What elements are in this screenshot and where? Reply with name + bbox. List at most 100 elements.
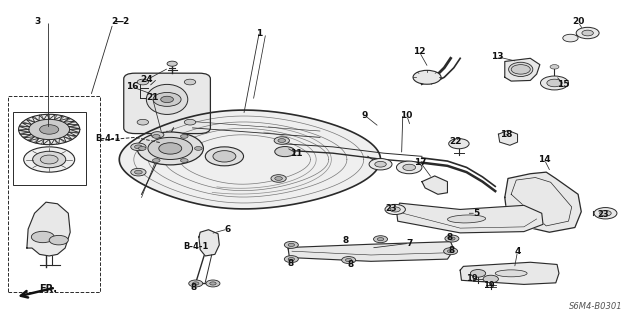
Circle shape	[396, 161, 422, 174]
Circle shape	[189, 280, 203, 287]
Circle shape	[375, 161, 387, 167]
Circle shape	[180, 159, 188, 162]
Circle shape	[206, 280, 220, 287]
Text: 8: 8	[348, 260, 354, 269]
Circle shape	[342, 256, 356, 263]
Text: 18: 18	[500, 130, 513, 139]
Circle shape	[33, 151, 66, 168]
Text: 3: 3	[34, 18, 40, 26]
Circle shape	[138, 146, 146, 150]
Text: 8: 8	[287, 259, 294, 268]
Circle shape	[444, 248, 458, 255]
Text: 16: 16	[126, 82, 138, 91]
Polygon shape	[119, 110, 381, 209]
Circle shape	[390, 207, 400, 212]
Text: B-4-1: B-4-1	[96, 134, 121, 144]
Text: 11: 11	[290, 149, 303, 158]
Circle shape	[403, 164, 415, 171]
Circle shape	[184, 79, 196, 85]
Circle shape	[161, 96, 173, 103]
Circle shape	[210, 282, 216, 285]
Circle shape	[278, 139, 285, 142]
Circle shape	[31, 231, 54, 243]
Circle shape	[152, 135, 160, 138]
Text: 5: 5	[473, 209, 479, 218]
Circle shape	[40, 155, 58, 164]
Text: 13: 13	[491, 52, 504, 61]
Text: 19: 19	[466, 274, 477, 283]
Text: 7: 7	[406, 239, 412, 248]
Circle shape	[205, 147, 244, 166]
Circle shape	[152, 159, 160, 162]
Text: 6: 6	[225, 225, 231, 234]
Text: 8: 8	[446, 233, 452, 242]
Text: 8: 8	[342, 236, 349, 245]
Text: 19: 19	[483, 281, 495, 291]
Circle shape	[131, 168, 146, 176]
Circle shape	[540, 76, 568, 90]
Circle shape	[445, 235, 459, 242]
Circle shape	[550, 65, 559, 69]
Text: 12: 12	[413, 48, 426, 56]
Circle shape	[151, 132, 164, 138]
Ellipse shape	[495, 270, 527, 277]
Circle shape	[148, 137, 193, 160]
Text: 9: 9	[362, 111, 368, 120]
Circle shape	[275, 146, 295, 157]
Circle shape	[600, 211, 611, 216]
Circle shape	[449, 139, 469, 149]
Text: 8: 8	[448, 246, 454, 255]
Circle shape	[582, 30, 593, 36]
Circle shape	[24, 147, 75, 172]
Circle shape	[213, 151, 236, 162]
FancyBboxPatch shape	[124, 73, 211, 134]
Circle shape	[275, 177, 282, 180]
Circle shape	[137, 119, 148, 125]
Text: 23: 23	[385, 204, 397, 213]
Circle shape	[470, 270, 486, 277]
Circle shape	[167, 61, 177, 66]
Circle shape	[195, 146, 202, 150]
Text: 1: 1	[257, 28, 262, 38]
Circle shape	[284, 256, 298, 263]
Polygon shape	[505, 58, 540, 81]
Text: 17: 17	[414, 158, 427, 167]
Circle shape	[346, 258, 352, 262]
Text: 2: 2	[112, 18, 118, 26]
Circle shape	[137, 79, 148, 85]
Circle shape	[447, 250, 454, 253]
Circle shape	[449, 237, 455, 240]
Text: 22: 22	[449, 137, 462, 146]
Circle shape	[271, 175, 286, 182]
Text: S6M4-B0301: S6M4-B0301	[569, 302, 623, 311]
Text: 21: 21	[146, 93, 159, 102]
Circle shape	[40, 125, 59, 134]
Circle shape	[131, 143, 146, 151]
Text: 24: 24	[140, 75, 153, 84]
Circle shape	[511, 65, 531, 74]
Text: 10: 10	[401, 111, 413, 120]
Polygon shape	[27, 202, 70, 256]
Text: 20: 20	[572, 18, 584, 26]
Text: B-4-1: B-4-1	[183, 242, 209, 251]
Circle shape	[29, 119, 70, 140]
Circle shape	[547, 79, 562, 87]
Polygon shape	[396, 203, 543, 233]
Circle shape	[49, 235, 68, 245]
Polygon shape	[499, 130, 518, 145]
Circle shape	[288, 243, 294, 247]
Text: 14: 14	[538, 155, 550, 164]
Circle shape	[594, 208, 617, 219]
Polygon shape	[288, 242, 454, 261]
Circle shape	[483, 275, 499, 283]
Polygon shape	[505, 172, 581, 232]
Circle shape	[137, 132, 204, 165]
Text: 8: 8	[191, 283, 197, 292]
Circle shape	[180, 135, 188, 138]
Text: FR.: FR.	[40, 284, 58, 294]
Circle shape	[378, 238, 384, 241]
Text: 23: 23	[598, 210, 609, 219]
Text: —2: —2	[115, 18, 130, 26]
Circle shape	[153, 93, 181, 106]
Ellipse shape	[447, 215, 486, 223]
